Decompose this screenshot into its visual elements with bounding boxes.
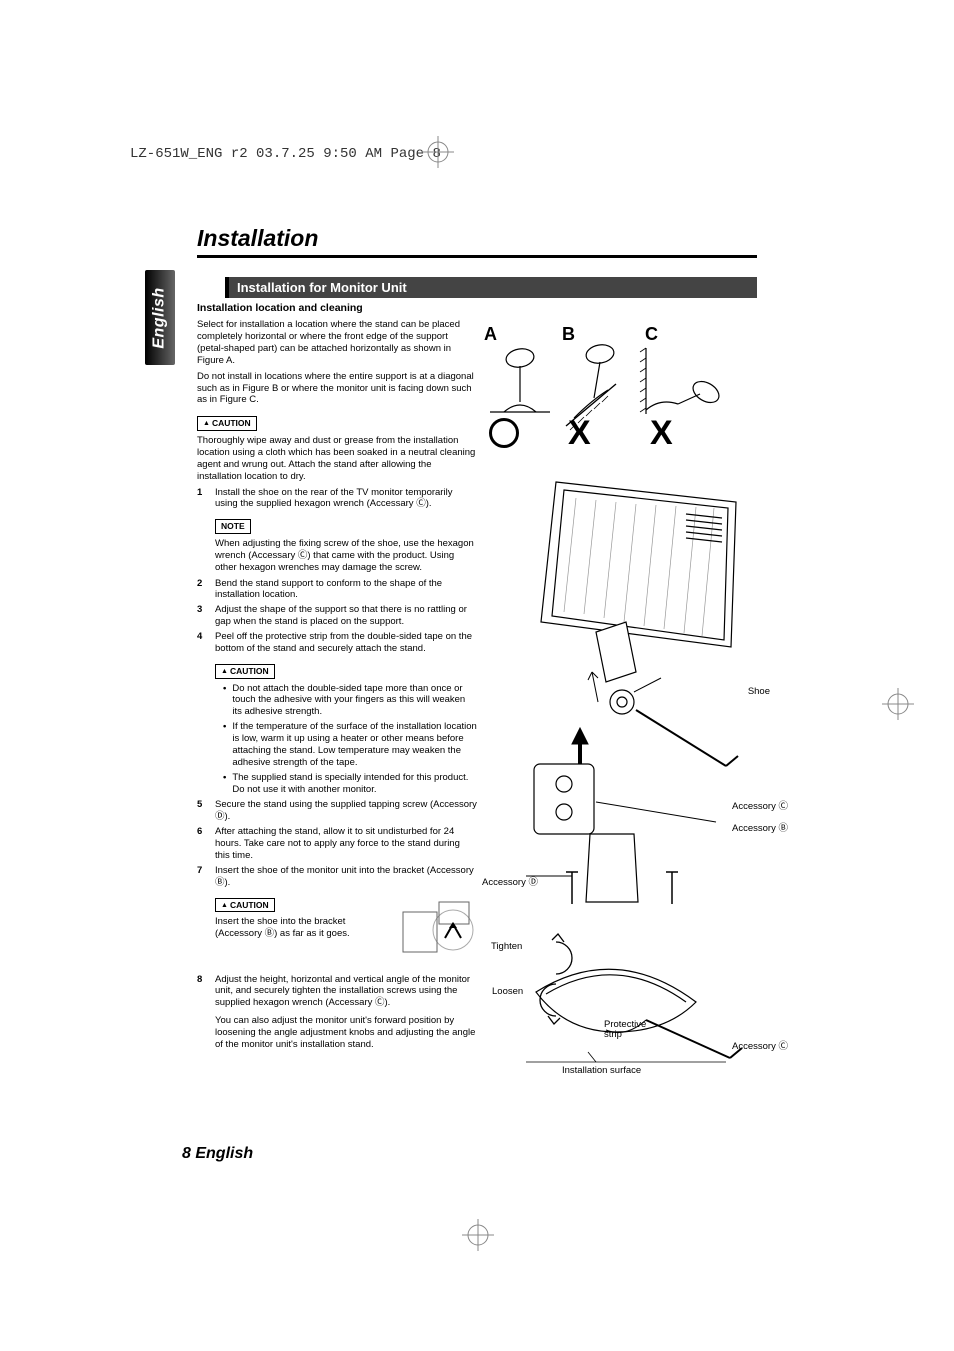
figure-abc-drawing-icon [480, 318, 760, 453]
caution-2-bullet-1: Do not attach the double-sided tape more… [223, 683, 477, 719]
content-column: Installation location and cleaning Selec… [197, 302, 477, 1055]
caution-2-bullets: Do not attach the double-sided tape more… [215, 683, 477, 796]
note-badge: NOTE [215, 519, 251, 534]
step-3: 3Adjust the shape of the support so that… [197, 604, 477, 628]
figure-a-ok-icon [489, 418, 519, 448]
caution-badge: CAUTION [197, 416, 257, 431]
callout-accessory-d: Accessory Ⓓ [482, 878, 538, 888]
step-1: 1Install the shoe on the rear of the TV … [197, 487, 477, 511]
step-5: 5Secure the stand using the supplied tap… [197, 799, 477, 823]
figure-b-label: B [562, 324, 575, 345]
figure-a-label: A [484, 324, 497, 345]
step-6: 6After attaching the stand, allow it to … [197, 826, 477, 862]
caution-1-text: Thoroughly wipe away and dust or grease … [197, 435, 477, 483]
step-8: 8Adjust the height, horizontal and verti… [197, 974, 477, 1010]
page-title: Installation [197, 225, 318, 252]
caution-badge-2: CAUTION [215, 664, 275, 679]
callout-shoe: Shoe [748, 687, 770, 697]
intro-paragraph-1: Select for installation a location where… [197, 319, 477, 367]
print-header: LZ-651W_ENG r2 03.7.25 9:50 AM Page 8 [130, 146, 441, 162]
shoe-insert-figure-icon [395, 894, 477, 966]
step-4: 4Peel off the protective strip from the … [197, 631, 477, 655]
figure-c-label: C [645, 324, 658, 345]
callout-accessory-c-2: Accessory Ⓒ [732, 1042, 788, 1052]
intro-paragraph-2: Do not install in locations where the en… [197, 371, 477, 407]
callout-installation-surface: Installation surface [562, 1066, 641, 1076]
install-steps-cont2: 5Secure the stand using the supplied tap… [197, 799, 477, 888]
language-tab-label: English [151, 287, 169, 348]
install-steps: 1Install the shoe on the rear of the TV … [197, 487, 477, 511]
figure-abc: A B C [480, 318, 760, 453]
title-rule [197, 255, 757, 258]
figure-assembly-drawing-icon [486, 472, 766, 1082]
install-steps-cont3: 8Adjust the height, horizontal and verti… [197, 974, 477, 1010]
page-footer: 8 English [182, 1145, 253, 1163]
callout-protective-strip: Protective strip [604, 1020, 664, 1041]
registration-mark-top-icon [422, 136, 454, 168]
registration-mark-bottom-icon [462, 1219, 494, 1251]
step-7: 7Insert the shoe of the monitor unit int… [197, 865, 477, 889]
figure-assembly: Shoe Accessory Ⓒ Accessory Ⓑ Accessory Ⓓ… [486, 472, 766, 1082]
step-8-note: You can also adjust the monitor unit's f… [197, 1015, 477, 1051]
subheading: Installation location and cleaning [197, 302, 477, 315]
callout-accessory-b: Accessory Ⓑ [732, 824, 788, 834]
section-heading: Installation for Monitor Unit [225, 277, 757, 298]
install-steps-cont: 2Bend the stand support to conform to th… [197, 578, 477, 655]
figure-c-x-icon: X [650, 416, 673, 450]
callout-loosen: Loosen [492, 987, 523, 997]
step-2: 2Bend the stand support to conform to th… [197, 578, 477, 602]
registration-mark-right-icon [882, 688, 914, 720]
caution-badge-3: CAUTION [215, 898, 275, 913]
caution-2-bullet-2: If the temperature of the surface of the… [223, 721, 477, 769]
caution-2-bullet-3: The supplied stand is specially intended… [223, 772, 477, 796]
callout-tighten: Tighten [491, 942, 522, 952]
callout-accessory-c-1: Accessory Ⓒ [732, 802, 788, 812]
figure-b-x-icon: X [568, 416, 591, 450]
language-tab: English [145, 270, 175, 365]
note-1-text: When adjusting the fixing screw of the s… [215, 538, 477, 574]
